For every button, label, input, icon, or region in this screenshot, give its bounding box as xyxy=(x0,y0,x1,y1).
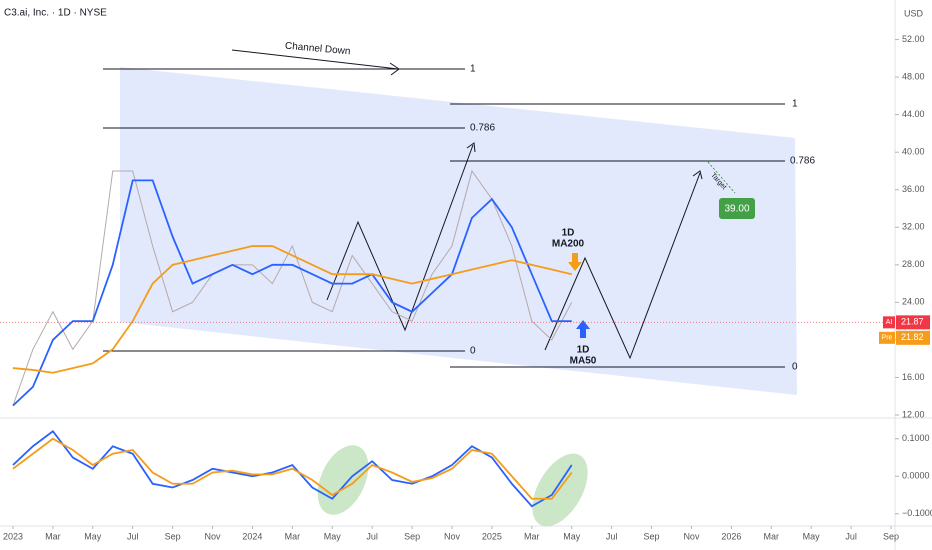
fib-label: 0.786 xyxy=(790,156,815,167)
series-line xyxy=(12,429,573,508)
y-tick-label: 16.00 xyxy=(902,372,925,382)
series-line xyxy=(12,169,573,406)
series-line xyxy=(12,179,572,407)
y-tick-label: 0.0000 xyxy=(902,471,930,481)
x-tick-label: Sep xyxy=(404,531,420,541)
x-tick-label: May xyxy=(324,531,342,541)
highlight xyxy=(532,453,588,527)
x-tick-label: Jul xyxy=(845,531,857,541)
price-tag-value: 21.87 xyxy=(901,317,924,327)
channel xyxy=(120,67,797,395)
price-tag xyxy=(896,330,930,345)
price-tag-name: Pre xyxy=(882,335,893,342)
fib-label: 1 xyxy=(470,64,476,75)
x-tick-label: May xyxy=(563,531,581,541)
price-tag xyxy=(883,316,895,329)
target-box xyxy=(719,198,755,219)
fib-label: 0.786 xyxy=(470,123,495,134)
price-tag xyxy=(879,331,895,344)
x-tick-label: May xyxy=(84,531,102,541)
x-tick-label: Sep xyxy=(165,531,181,541)
target-line xyxy=(707,161,736,194)
fib-label: 0 xyxy=(792,362,798,373)
x-tick-label: 2025 xyxy=(482,531,502,541)
x-tick-label: Mar xyxy=(45,531,61,541)
y-tick-label: 12.00 xyxy=(902,409,925,419)
fib-label: 0 xyxy=(470,346,476,357)
price-tag-name: AI xyxy=(886,319,893,326)
annotation: MA200 xyxy=(552,239,585,250)
x-tick-label: Jul xyxy=(127,531,139,541)
y-tick-label: 24.00 xyxy=(902,297,925,307)
annotation: 1D xyxy=(562,228,575,239)
x-tick-label: 2023 xyxy=(3,531,23,541)
x-tick-label: 2026 xyxy=(721,531,741,541)
y-tick-label: 0.1000 xyxy=(902,433,930,443)
arrow xyxy=(568,253,582,271)
y-tick-label: 40.00 xyxy=(902,147,925,157)
highlight xyxy=(317,445,369,515)
annotation: MA50 xyxy=(570,356,597,367)
y-tick-label: 28.00 xyxy=(902,259,925,269)
series-line xyxy=(12,245,572,374)
x-tick-label: Jul xyxy=(366,531,378,541)
chart-title: C3.ai, Inc. · 1D · NYSE xyxy=(4,8,107,19)
x-tick-label: May xyxy=(803,531,821,541)
y-tick-label: 52.00 xyxy=(902,34,925,44)
annotation: 39.00 xyxy=(724,204,749,215)
price-tag-value: 21.82 xyxy=(901,332,924,342)
annotation: Channel Down xyxy=(285,41,351,58)
series-line xyxy=(12,437,573,500)
x-tick-label: Jul xyxy=(606,531,618,541)
y-tick-label: 48.00 xyxy=(902,71,925,81)
x-tick-label: Mar xyxy=(285,531,301,541)
x-tick-label: Nov xyxy=(683,531,700,541)
y-tick-label: 36.00 xyxy=(902,184,925,194)
annotation: 1D xyxy=(577,345,590,356)
x-tick-label: Mar xyxy=(524,531,540,541)
x-tick-label: Sep xyxy=(644,531,660,541)
x-tick-label: 2024 xyxy=(242,531,262,541)
y-tick-label: 44.00 xyxy=(902,109,925,119)
x-tick-label: Nov xyxy=(444,531,461,541)
y-tick-label: 32.00 xyxy=(902,222,925,232)
y-tick-label: −0.1000 xyxy=(902,508,932,518)
price-tag xyxy=(896,315,930,330)
x-tick-label: Nov xyxy=(205,531,222,541)
x-tick-label: Sep xyxy=(883,531,899,541)
axis-unit: USD xyxy=(904,8,924,18)
fib-label: 1 xyxy=(792,99,798,110)
fib-lines xyxy=(103,49,785,368)
x-tick-label: Mar xyxy=(764,531,780,541)
arrow xyxy=(576,320,590,338)
